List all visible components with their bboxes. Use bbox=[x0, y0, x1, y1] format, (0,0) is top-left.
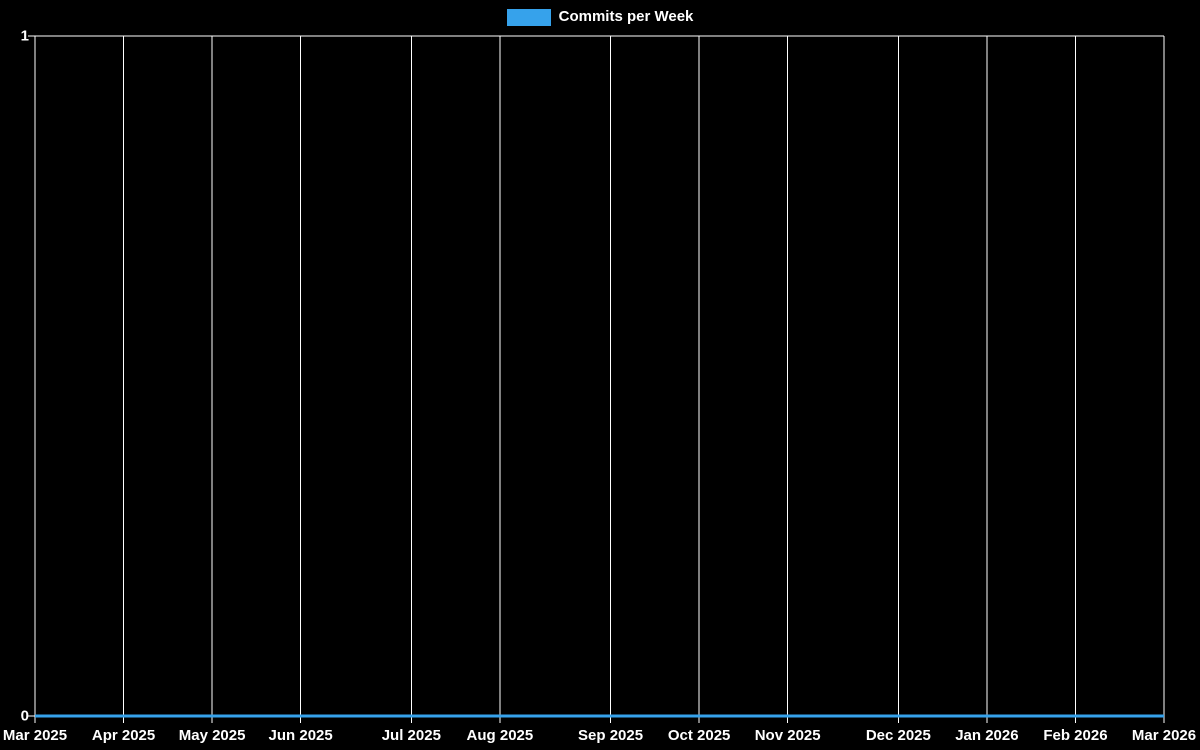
x-axis-label: Dec 2025 bbox=[865, 727, 931, 744]
x-axis-label: Aug 2025 bbox=[466, 727, 534, 744]
x-axis-label: Jul 2025 bbox=[381, 727, 441, 744]
x-axis-label: Feb 2026 bbox=[1043, 727, 1108, 744]
legend-swatch bbox=[506, 8, 551, 26]
x-axis-label: Mar 2026 bbox=[1131, 727, 1197, 744]
x-axis-label: Jun 2025 bbox=[268, 727, 333, 744]
x-axis-label: Apr 2025 bbox=[91, 727, 156, 744]
x-axis-label: Oct 2025 bbox=[667, 727, 731, 744]
x-axis-label: Mar 2025 bbox=[2, 727, 68, 744]
legend-label: Commits per Week bbox=[558, 8, 694, 25]
y-axis-label: 0 bbox=[20, 707, 29, 725]
y-axis-label: 1 bbox=[20, 27, 29, 45]
x-axis-label: May 2025 bbox=[178, 727, 246, 744]
x-axis-label: Nov 2025 bbox=[754, 727, 821, 744]
chart-legend[interactable]: Commits per Week bbox=[0, 8, 1200, 26]
x-axis-label: Jan 2026 bbox=[955, 727, 1019, 744]
x-axis-label: Sep 2025 bbox=[578, 727, 644, 744]
